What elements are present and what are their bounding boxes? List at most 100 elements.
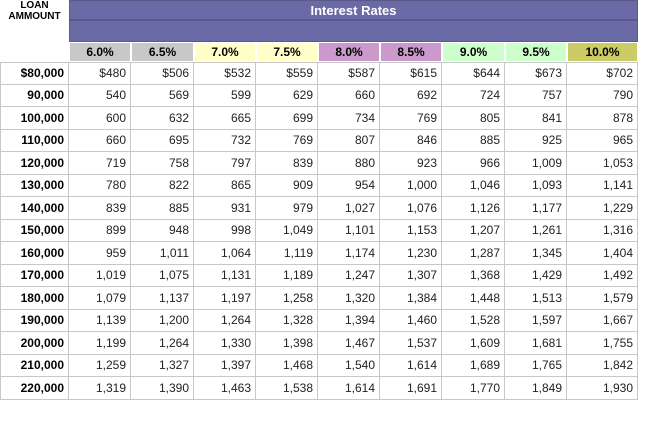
payment-cell: 1,368 — [442, 264, 505, 287]
rate-header: 9.0% — [442, 42, 505, 62]
payment-cell: 1,609 — [442, 332, 505, 355]
payment-cell: 758 — [131, 152, 194, 175]
payment-cell: 1,468 — [256, 354, 318, 377]
payment-cell: 1,230 — [380, 242, 442, 265]
payment-cell: 880 — [318, 152, 380, 175]
payment-cell: 846 — [380, 129, 442, 152]
payment-cell: 1,755 — [567, 332, 638, 355]
payment-cell: 1,046 — [442, 174, 505, 197]
payment-cell: 1,189 — [256, 264, 318, 287]
payment-cell: 1,174 — [318, 242, 380, 265]
payment-cell: 1,177 — [505, 197, 567, 220]
loan-amount-cell: 90,000 — [0, 84, 69, 107]
payment-cell: 769 — [256, 129, 318, 152]
payment-cell: 839 — [256, 152, 318, 175]
payment-cell: 790 — [567, 84, 638, 107]
rate-header-blank — [0, 42, 69, 62]
loan-amount-cell: 160,000 — [0, 242, 69, 265]
payment-cell: 1,131 — [194, 264, 256, 287]
payment-cell: 1,398 — [256, 332, 318, 355]
payment-cell: 1,404 — [567, 242, 638, 265]
interest-rate-table: LOAN AMMOUNT Interest Rates 6.0% 6.5% 7.… — [0, 0, 638, 400]
payment-cell: $532 — [194, 62, 256, 85]
payment-cell: 1,053 — [567, 152, 638, 175]
table-row: 190,000 1,139 1,200 1,264 1,328 1,394 1,460 1,5… — [0, 309, 638, 332]
payment-cell: $480 — [69, 62, 131, 85]
rate-header: 7.5% — [256, 42, 318, 62]
payment-cell: 1,141 — [567, 174, 638, 197]
payment-cell: 1,079 — [69, 287, 131, 310]
payment-cell: 1,390 — [131, 377, 194, 400]
payment-cell: 724 — [442, 84, 505, 107]
payment-cell: 695 — [131, 129, 194, 152]
payment-cell: 878 — [567, 107, 638, 130]
payment-cell: $587 — [318, 62, 380, 85]
payment-cell: 1,579 — [567, 287, 638, 310]
payment-cell: 931 — [194, 197, 256, 220]
table-row: 200,000 1,199 1,264 1,330 1,398 1,467 1,537 1,6… — [0, 332, 638, 355]
table-row: 130,000 780 822 865 909 954 1,000 1,046 1,093 1,1… — [0, 174, 638, 197]
loan-amount-cell: $80,000 — [0, 62, 69, 85]
payment-cell: 1,384 — [380, 287, 442, 310]
payment-cell: 885 — [131, 197, 194, 220]
loan-amount-cell: 110,000 — [0, 129, 69, 152]
payment-cell: 1,397 — [194, 354, 256, 377]
payment-cell: 540 — [69, 84, 131, 107]
table-row: 170,000 1,019 1,075 1,131 1,189 1,247 1,307 1,3… — [0, 264, 638, 287]
payment-cell: 1,101 — [318, 219, 380, 242]
payment-cell: 1,614 — [318, 377, 380, 400]
payment-cell: 1,153 — [380, 219, 442, 242]
payment-cell: 1,614 — [380, 354, 442, 377]
payment-cell: 805 — [442, 107, 505, 130]
payment-cell: $673 — [505, 62, 567, 85]
payment-cell: 1,429 — [505, 264, 567, 287]
payment-cell: 885 — [442, 129, 505, 152]
payment-cell: 1,259 — [69, 354, 131, 377]
payment-cell: 925 — [505, 129, 567, 152]
loan-amount-header: LOAN AMMOUNT — [0, 0, 69, 42]
payment-cell: 1,247 — [318, 264, 380, 287]
payment-cell: 629 — [256, 84, 318, 107]
loan-label: LOAN — [20, 0, 49, 11]
payment-cell: 1,849 — [505, 377, 567, 400]
payment-cell: 1,064 — [194, 242, 256, 265]
payment-cell: 600 — [69, 107, 131, 130]
payment-cell: 959 — [69, 242, 131, 265]
rate-header: 9.5% — [505, 42, 567, 62]
payment-cell: 780 — [69, 174, 131, 197]
payment-cell: 692 — [380, 84, 442, 107]
loan-amount-cell: 100,000 — [0, 107, 69, 130]
payment-cell: 822 — [131, 174, 194, 197]
payment-cell: 569 — [131, 84, 194, 107]
payment-cell: 1,667 — [567, 309, 638, 332]
payment-cell: 1,467 — [318, 332, 380, 355]
payment-cell: 948 — [131, 219, 194, 242]
loan-amount-cell: 140,000 — [0, 197, 69, 220]
rate-header: 6.5% — [131, 42, 194, 62]
payment-cell: $644 — [442, 62, 505, 85]
payment-cell: 1,075 — [131, 264, 194, 287]
loan-amount-cell: 220,000 — [0, 377, 69, 400]
payment-cell: 1,394 — [318, 309, 380, 332]
payment-cell: 757 — [505, 84, 567, 107]
payment-cell: 899 — [69, 219, 131, 242]
payment-cell: 1,513 — [505, 287, 567, 310]
rate-header: 8.5% — [380, 42, 442, 62]
payment-cell: 979 — [256, 197, 318, 220]
payment-cell: 965 — [567, 129, 638, 152]
payment-cell: 1,200 — [131, 309, 194, 332]
rate-header: 10.0% — [567, 42, 638, 62]
payment-cell: 1,463 — [194, 377, 256, 400]
payment-cell: 732 — [194, 129, 256, 152]
payment-cell: 1,139 — [69, 309, 131, 332]
payment-cell: 1,681 — [505, 332, 567, 355]
payment-cell: 1,320 — [318, 287, 380, 310]
loan-amount-cell: 120,000 — [0, 152, 69, 175]
amount-label: AMMOUNT — [8, 11, 61, 22]
payment-cell: 1,126 — [442, 197, 505, 220]
payment-cell: $506 — [131, 62, 194, 85]
rate-table-container: LOAN AMMOUNT Interest Rates 6.0% 6.5% 7.… — [0, 0, 638, 400]
payment-cell: 909 — [256, 174, 318, 197]
payment-cell: 1,307 — [380, 264, 442, 287]
table-row: 120,000 719 758 797 839 880 923 966 1,009 1,053 — [0, 152, 638, 175]
